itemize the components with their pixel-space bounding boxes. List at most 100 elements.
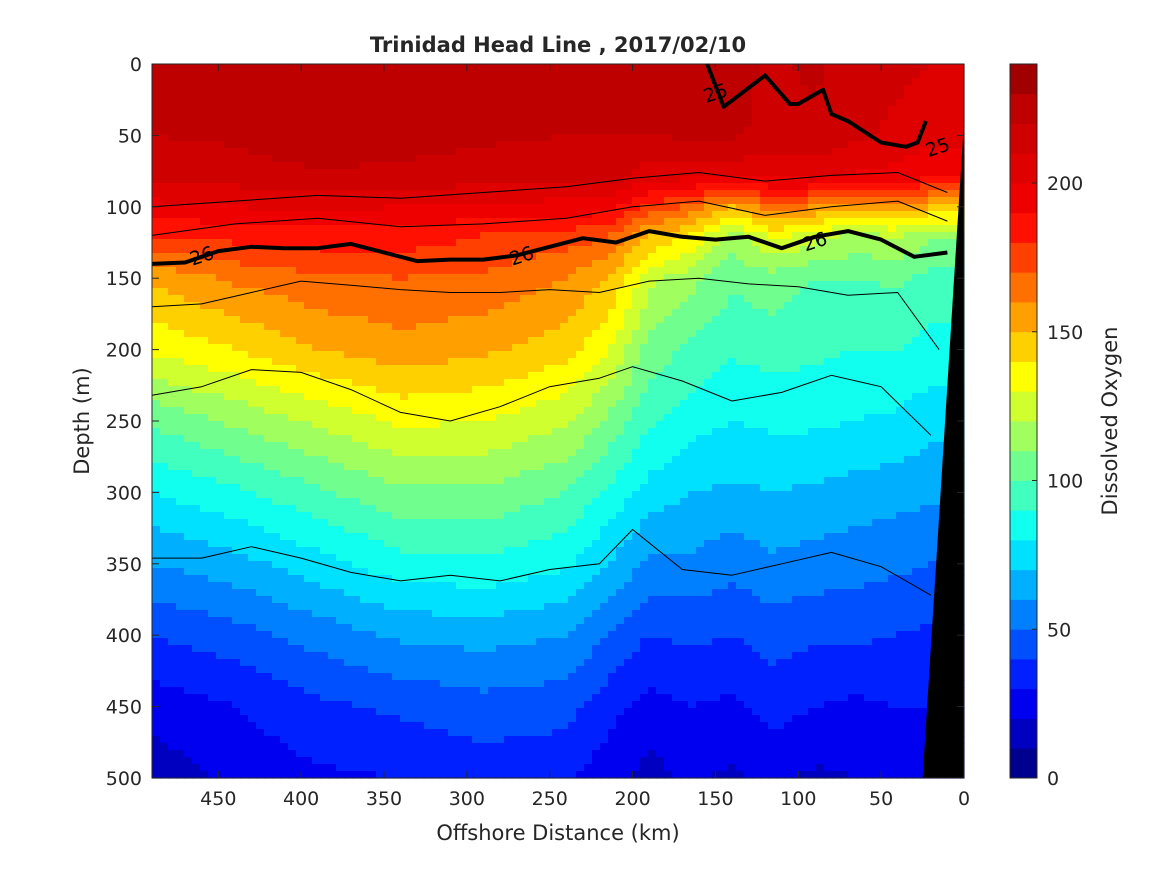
oxygen-cell [792, 127, 801, 135]
oxygen-cell [912, 134, 921, 142]
oxygen-cell [152, 344, 161, 352]
oxygen-cell [304, 372, 313, 380]
oxygen-cell [584, 120, 593, 128]
oxygen-cell [424, 281, 433, 289]
oxygen-cell [496, 351, 505, 359]
oxygen-cell [736, 274, 745, 282]
oxygen-cell [744, 239, 753, 247]
oxygen-cell [600, 393, 609, 401]
oxygen-cell [392, 183, 401, 191]
oxygen-cell [896, 134, 905, 142]
oxygen-cell [296, 316, 305, 324]
oxygen-cell [800, 400, 809, 408]
oxygen-cell [944, 162, 953, 170]
oxygen-cell [584, 281, 593, 289]
oxygen-cell [896, 197, 905, 205]
oxygen-cell [432, 162, 441, 170]
oxygen-cell [288, 302, 297, 310]
oxygen-cell [312, 197, 321, 205]
oxygen-cell [864, 344, 873, 352]
oxygen-cell [192, 120, 201, 128]
oxygen-cell [224, 127, 233, 135]
oxygen-cell [184, 148, 193, 156]
oxygen-cell [544, 120, 553, 128]
oxygen-cell [776, 169, 785, 177]
oxygen-cell [208, 71, 217, 79]
oxygen-cell [960, 127, 965, 135]
oxygen-cell [216, 92, 225, 100]
oxygen-cell [360, 351, 369, 359]
oxygen-cell [504, 113, 513, 121]
oxygen-cell [688, 239, 697, 247]
oxygen-cell [384, 386, 393, 394]
oxygen-cell [768, 344, 777, 352]
oxygen-cell [792, 120, 801, 128]
oxygen-cell [432, 85, 441, 93]
oxygen-cell [264, 176, 273, 184]
oxygen-cell [376, 148, 385, 156]
oxygen-cell [664, 323, 673, 331]
oxygen-cell [856, 204, 865, 212]
oxygen-cell [512, 337, 521, 345]
oxygen-cell [704, 393, 713, 401]
oxygen-cell [368, 162, 377, 170]
oxygen-cell [640, 218, 649, 226]
oxygen-cell [960, 106, 965, 114]
oxygen-cell [184, 253, 193, 261]
oxygen-cell [248, 344, 257, 352]
oxygen-cell [312, 211, 321, 219]
oxygen-cell [368, 351, 377, 359]
oxygen-cell [656, 78, 665, 86]
oxygen-cell [336, 197, 345, 205]
oxygen-cell [632, 155, 641, 163]
oxygen-cell [176, 316, 185, 324]
oxygen-cell [368, 92, 377, 100]
oxygen-cell [808, 176, 817, 184]
oxygen-cell [176, 323, 185, 331]
oxygen-cell [904, 106, 913, 114]
oxygen-cell [424, 85, 433, 93]
oxygen-cell [416, 134, 425, 142]
oxygen-cell [168, 204, 177, 212]
oxygen-cell [368, 71, 377, 79]
oxygen-cell [168, 351, 177, 359]
oxygen-cell [920, 78, 929, 86]
oxygen-cell [384, 78, 393, 86]
oxygen-cell [408, 344, 417, 352]
oxygen-cell [256, 260, 265, 268]
oxygen-cell [696, 78, 705, 86]
oxygen-cell [152, 400, 161, 408]
oxygen-cell [440, 78, 449, 86]
oxygen-cell [808, 372, 817, 380]
oxygen-cell [792, 92, 801, 100]
oxygen-cell [720, 99, 729, 107]
oxygen-cell [640, 372, 649, 380]
oxygen-cell [184, 232, 193, 240]
oxygen-cell [776, 232, 785, 240]
oxygen-cell [616, 106, 625, 114]
oxygen-cell [560, 64, 569, 72]
oxygen-cell [592, 330, 601, 338]
oxygen-cell [824, 162, 833, 170]
oxygen-cell [640, 113, 649, 121]
oxygen-cell [792, 197, 801, 205]
oxygen-cell [800, 113, 809, 121]
oxygen-cell [360, 274, 369, 282]
oxygen-cell [632, 239, 641, 247]
oxygen-cell [672, 309, 681, 317]
oxygen-cell [464, 162, 473, 170]
oxygen-cell [904, 386, 913, 394]
oxygen-cell [832, 267, 841, 275]
oxygen-cell [232, 323, 241, 331]
oxygen-cell [864, 127, 873, 135]
oxygen-cell [800, 141, 809, 149]
oxygen-cell [632, 323, 641, 331]
oxygen-cell [520, 351, 529, 359]
oxygen-cell [728, 239, 737, 247]
oxygen-cell [152, 365, 161, 373]
oxygen-cell [656, 113, 665, 121]
oxygen-cell [648, 260, 657, 268]
oxygen-cell [904, 365, 913, 373]
oxygen-cell [616, 155, 625, 163]
oxygen-cell [496, 309, 505, 317]
